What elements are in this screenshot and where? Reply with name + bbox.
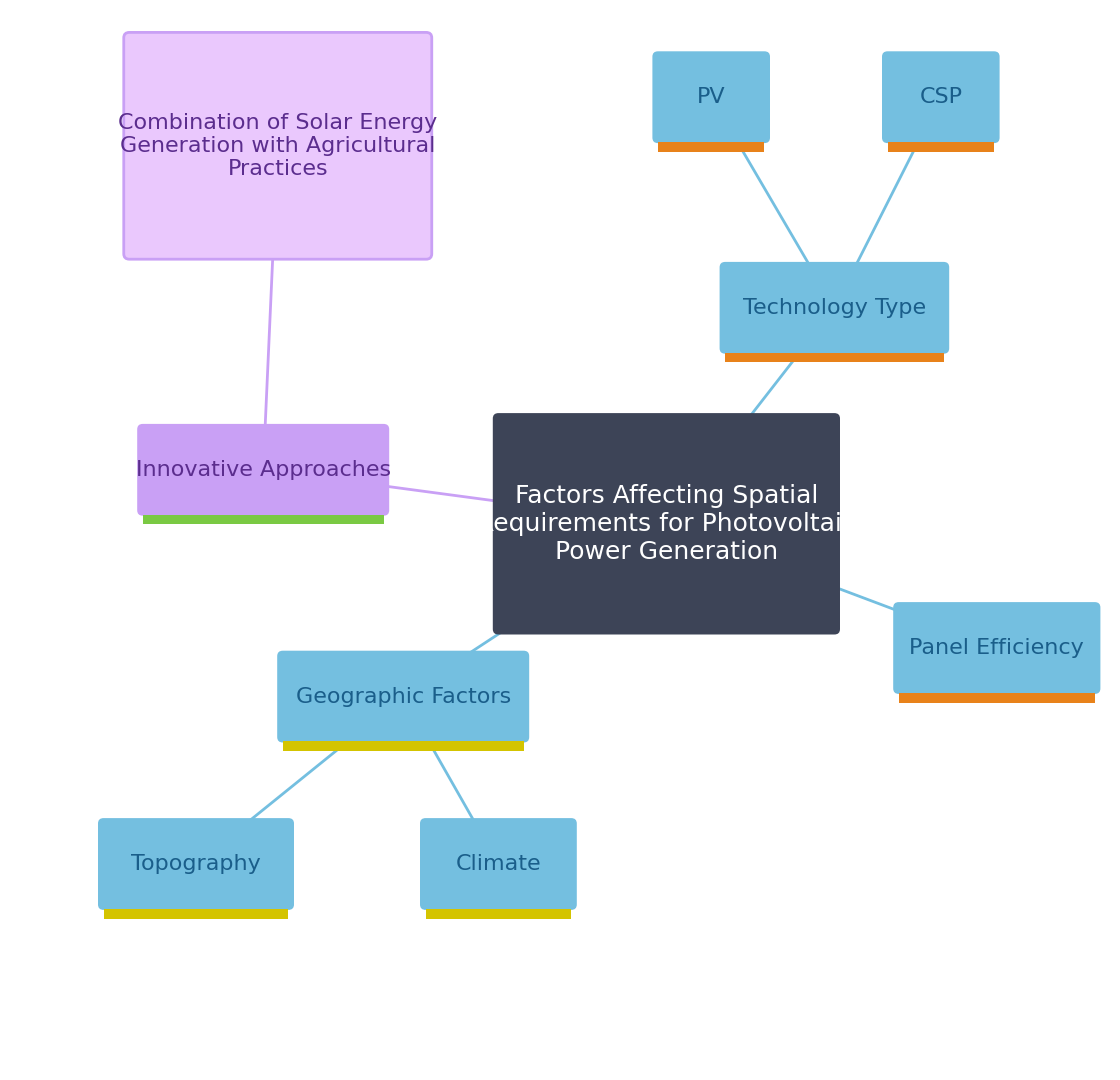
FancyBboxPatch shape <box>277 650 530 743</box>
Text: CSP: CSP <box>920 87 962 107</box>
Text: Factors Affecting Spatial
Requirements for Photovoltaic
Power Generation: Factors Affecting Spatial Requirements f… <box>477 484 856 564</box>
Bar <box>143 515 383 525</box>
FancyBboxPatch shape <box>137 424 390 516</box>
Text: Innovative Approaches: Innovative Approaches <box>136 460 391 480</box>
Text: Climate: Climate <box>456 854 541 874</box>
Bar <box>887 141 995 151</box>
FancyBboxPatch shape <box>652 51 771 143</box>
FancyBboxPatch shape <box>123 32 431 259</box>
FancyBboxPatch shape <box>893 603 1100 693</box>
Text: Panel Efficiency: Panel Efficiency <box>909 638 1084 658</box>
FancyBboxPatch shape <box>493 413 840 634</box>
Text: Geographic Factors: Geographic Factors <box>296 687 511 706</box>
Text: Technology Type: Technology Type <box>743 298 926 318</box>
Bar <box>426 909 571 918</box>
FancyBboxPatch shape <box>883 51 999 143</box>
Bar <box>898 693 1094 702</box>
FancyBboxPatch shape <box>719 261 949 353</box>
FancyBboxPatch shape <box>420 819 577 909</box>
Bar <box>282 741 524 752</box>
Bar <box>103 909 289 918</box>
Text: Combination of Solar Energy
Generation with Agricultural
Practices: Combination of Solar Energy Generation w… <box>118 112 438 179</box>
Bar <box>659 141 764 151</box>
Text: Topography: Topography <box>131 854 261 874</box>
Bar <box>726 352 943 362</box>
Text: PV: PV <box>697 87 726 107</box>
FancyBboxPatch shape <box>97 819 293 909</box>
